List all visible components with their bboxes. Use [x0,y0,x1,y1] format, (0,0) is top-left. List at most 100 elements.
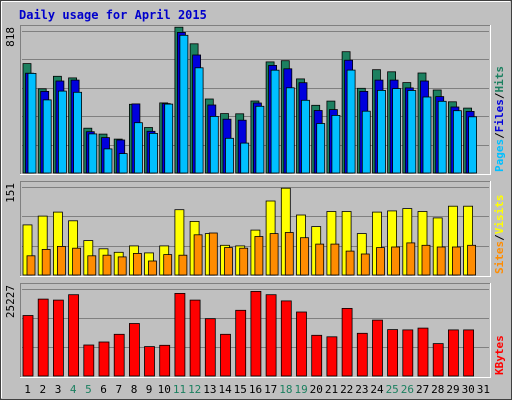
x-tick-label: 10 [158,383,171,396]
bar-sites-day-15 [239,247,249,276]
bar-kbytes-day-19 [296,311,307,377]
x-tick-label: 5 [85,383,92,396]
x-tick-label: 14 [218,383,232,396]
legend-separator: / [493,234,506,241]
x-tick-label: 26 [401,383,414,396]
legend-separator: / [493,132,506,139]
bar-kbytes-day-8 [128,323,140,377]
bar-sites-day-13 [208,232,218,276]
bar-pages-day-26 [407,90,417,174]
x-tick-label: 8 [131,383,138,396]
bar-sites-day-2 [41,248,51,276]
panel-middle: 151 Sites/Visits [4,181,506,277]
bar-kbytes-day-3 [53,299,64,377]
x-tick-label: 16 [249,383,262,396]
bar-pages-day-13 [209,116,219,174]
bar-kbytes-day-16 [250,290,262,377]
bar-kbytes-day-21 [326,336,338,377]
x-tick-label: 27 [416,383,429,396]
x-tick-label: 3 [55,383,62,396]
x-tick-label: 25 [386,383,399,396]
bar-pages-day-8 [133,122,143,174]
bar-sites-day-23 [360,253,370,276]
x-tick-label: 13 [203,383,216,396]
bar-sites-day-20 [315,243,325,276]
bar-kbytes-day-11 [174,292,186,377]
x-tick-label: 2 [39,383,46,396]
bar-kbytes-day-29 [447,329,459,377]
x-tick-label: 30 [462,383,475,396]
bar-pages-day-12 [194,67,204,174]
bar-kbytes-day-7 [113,333,125,377]
bar-kbytes-day-25 [387,329,399,377]
bar-pages-day-11 [179,34,189,174]
bar-kbytes-day-4 [68,294,79,377]
x-tick-label: 24 [370,383,384,396]
legend-kbytes: KBytes [493,335,506,375]
bar-sites-day-1 [26,255,36,276]
bar-kbytes-day-6 [98,341,110,377]
bar-sites-day-30 [467,244,477,276]
bar-pages-day-3 [58,90,67,174]
legend-visits: Visits [493,195,506,235]
bar-pages-day-27 [422,96,432,174]
bar-pages-day-18 [285,87,295,174]
y-max-label: 151 [4,183,17,203]
bar-sites-day-22 [345,250,355,276]
legend-separator: / [493,92,506,99]
legend-files: Files [493,99,506,132]
bar-pages-day-15 [240,142,250,174]
bar-kbytes-day-26 [402,329,414,377]
bar-pages-day-16 [255,105,265,174]
bar-pages-day-14 [225,137,234,174]
bar-sites-day-27 [421,244,431,276]
y-max-label: 818 [4,27,17,47]
x-tick-label: 9 [146,383,153,396]
bar-pages-day-29 [452,110,462,174]
bar-pages-day-20 [316,123,326,174]
x-tick-label: 7 [115,383,122,396]
bar-pages-day-4 [73,91,82,174]
x-tick-label: 18 [279,383,292,396]
bar-sites-day-19 [300,237,309,276]
bar-sites-day-29 [451,246,461,276]
bar-pages-day-2 [42,99,52,174]
bar-sites-day-10 [163,254,173,276]
bar-sites-day-6 [102,254,112,276]
bar-pages-day-1 [27,73,37,174]
x-tick-label: 19 [294,383,307,396]
bar-pages-day-7 [118,153,128,174]
legend-bottom: KBytes [493,335,506,375]
legend-hits: Hits [493,66,506,93]
x-tick-label: 6 [100,383,107,396]
x-tick-label: 23 [355,383,368,396]
bar-pages-day-9 [149,132,158,174]
bar-sites-day-3 [57,245,66,276]
bar-pages-day-25 [392,88,402,174]
bar-pages-day-6 [103,148,113,174]
bar-pages-day-22 [346,69,356,174]
bar-sites-day-11 [178,254,188,276]
bar-sites-day-18 [284,232,294,276]
bar-pages-day-10 [164,103,174,174]
bar-kbytes-day-23 [356,332,368,377]
bar-sites-day-14 [224,247,233,276]
bar-pages-day-5 [88,133,98,174]
bar-kbytes-day-15 [235,309,247,377]
bar-sites-day-4 [72,247,81,276]
bar-kbytes-day-5 [83,344,95,377]
bar-kbytes-day-30 [463,329,475,377]
bar-kbytes-day-28 [432,343,444,377]
bar-pages-day-17 [270,69,280,174]
bar-sites-day-17 [269,233,279,276]
x-tick-label: 21 [325,383,338,396]
bar-kbytes-day-12 [189,299,201,377]
bar-kbytes-day-17 [265,294,277,377]
bar-kbytes-day-14 [220,333,231,377]
x-tick-label: 29 [446,383,459,396]
bar-kbytes-day-18 [280,300,292,377]
bar-pages-day-28 [437,100,447,174]
bar-sites-day-28 [436,246,446,276]
